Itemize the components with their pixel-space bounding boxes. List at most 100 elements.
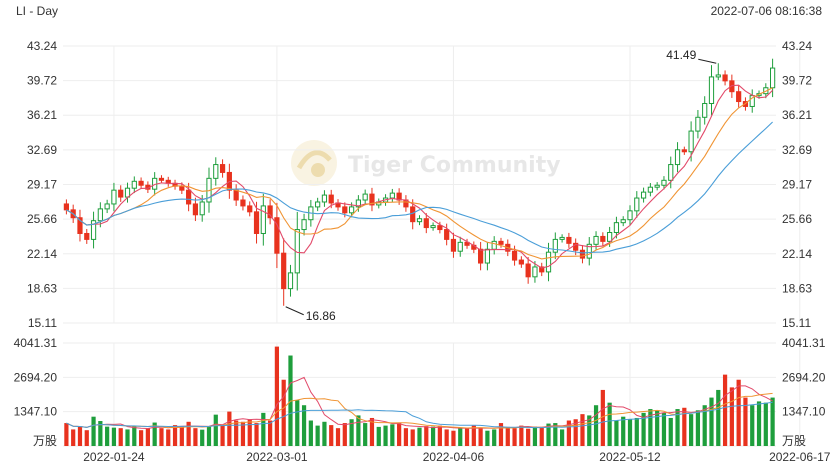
volume-bar	[274, 346, 280, 446]
volume-bar	[281, 379, 286, 446]
candle-down	[247, 205, 253, 213]
volume-bar	[682, 407, 687, 446]
candle-down	[410, 206, 416, 223]
volume-bar	[512, 428, 517, 446]
date-tick-label: 2022-01-24	[83, 450, 145, 464]
volume-bar	[261, 412, 266, 446]
volume-tick-label-right: 4041.31	[782, 336, 826, 350]
candle-down	[722, 74, 728, 82]
candle-up	[484, 248, 491, 264]
watermark-text: Tiger Community	[348, 153, 561, 178]
volume-bar	[213, 414, 218, 446]
candle-up	[457, 241, 463, 252]
volume-bar	[668, 417, 673, 446]
price-tick-label-right: 22.14	[782, 247, 812, 261]
volume-bar	[716, 389, 721, 446]
volume-bar	[464, 427, 470, 446]
volume-bar	[614, 420, 619, 446]
price-annotations: 16.86 41.49	[285, 48, 717, 323]
price-tick-label-right: 18.63	[782, 281, 812, 295]
price-tick-label-right: 36.21	[782, 108, 812, 122]
volume-bar	[363, 423, 368, 446]
volume-bar	[553, 423, 558, 446]
candle-up	[708, 76, 715, 105]
volume-bar	[383, 425, 388, 446]
volume-bar	[98, 421, 103, 446]
volume-bar	[342, 423, 347, 446]
volume-tick-label-right: 1347.10	[782, 405, 826, 419]
candle-up	[607, 232, 613, 242]
candle-down	[437, 225, 443, 231]
volume-bar	[247, 419, 252, 446]
volume-bar	[458, 428, 463, 446]
candle-up	[213, 164, 219, 179]
volume-bar	[240, 421, 246, 446]
volume-bar	[234, 420, 239, 446]
candle-down	[233, 189, 239, 201]
candle-down	[423, 218, 429, 229]
volume-bar	[492, 429, 497, 446]
candle-up	[416, 218, 423, 223]
volume-bar	[308, 420, 313, 446]
volume-bar	[417, 427, 422, 446]
candle-down	[736, 91, 742, 103]
price-tick-label-right: 25.66	[782, 212, 812, 226]
candle-up	[593, 235, 599, 245]
candle-down	[118, 189, 124, 198]
volume-bar	[125, 429, 130, 446]
volume-bar	[118, 428, 123, 446]
candle-up	[688, 130, 694, 153]
volume-bar	[634, 417, 639, 446]
candle-up	[491, 240, 497, 250]
candle-up	[647, 186, 653, 193]
candle-down	[219, 164, 226, 173]
volume-bar	[301, 405, 307, 446]
volume-bar	[111, 427, 117, 446]
volume-line-ma_short	[66, 376, 773, 430]
candle-up	[613, 222, 620, 234]
volume-bar	[376, 426, 381, 446]
price-tick-label-left: 18.63	[27, 281, 57, 295]
candle-down	[179, 185, 185, 191]
volume-tick-label-left: 万股	[33, 434, 57, 448]
volume-average-lines	[66, 376, 773, 430]
volume-bar	[71, 429, 76, 446]
volume-bar	[770, 397, 775, 446]
volume-bar	[91, 416, 96, 446]
volume-bar	[268, 420, 273, 446]
candle-up	[640, 191, 647, 199]
candle-down	[369, 193, 375, 206]
date-tick-label: 2022-05-12	[599, 450, 661, 464]
candle-down	[63, 203, 70, 211]
volume-bar	[390, 424, 395, 446]
volume-bar	[77, 426, 83, 446]
date-axis: 2022-01-24 2022-03-01 2022-04-06 2022-05-12…	[83, 450, 831, 464]
volume-bar	[369, 417, 375, 446]
candle-down	[525, 263, 531, 278]
candle-down	[450, 238, 457, 252]
price-tick-label-right: 43.24	[782, 39, 812, 53]
candle-down	[77, 217, 83, 234]
volume-bar	[729, 387, 734, 446]
volume-bar	[485, 430, 490, 446]
symbol-title: LI - Day	[16, 4, 58, 18]
volume-bar	[206, 426, 212, 446]
candle-up	[715, 74, 721, 78]
timestamp: 2022-07-06 08:16:38	[711, 4, 823, 18]
volume-bar	[566, 420, 571, 446]
candle-down	[539, 266, 545, 273]
candle-up	[90, 220, 97, 240]
volume-tick-label-right: 万股	[782, 434, 806, 448]
volume-bar	[145, 428, 150, 446]
candle-down	[158, 177, 165, 181]
candle-up	[389, 192, 395, 199]
volume-bar	[641, 412, 646, 446]
candle-down	[84, 232, 90, 240]
volume-bar	[84, 430, 89, 446]
price-tick-label-left: 29.17	[27, 178, 57, 192]
candle-down	[328, 194, 334, 204]
volume-bar	[356, 415, 361, 446]
candle-up	[674, 149, 681, 166]
candle-up	[430, 225, 436, 229]
volume-bar	[172, 425, 178, 446]
